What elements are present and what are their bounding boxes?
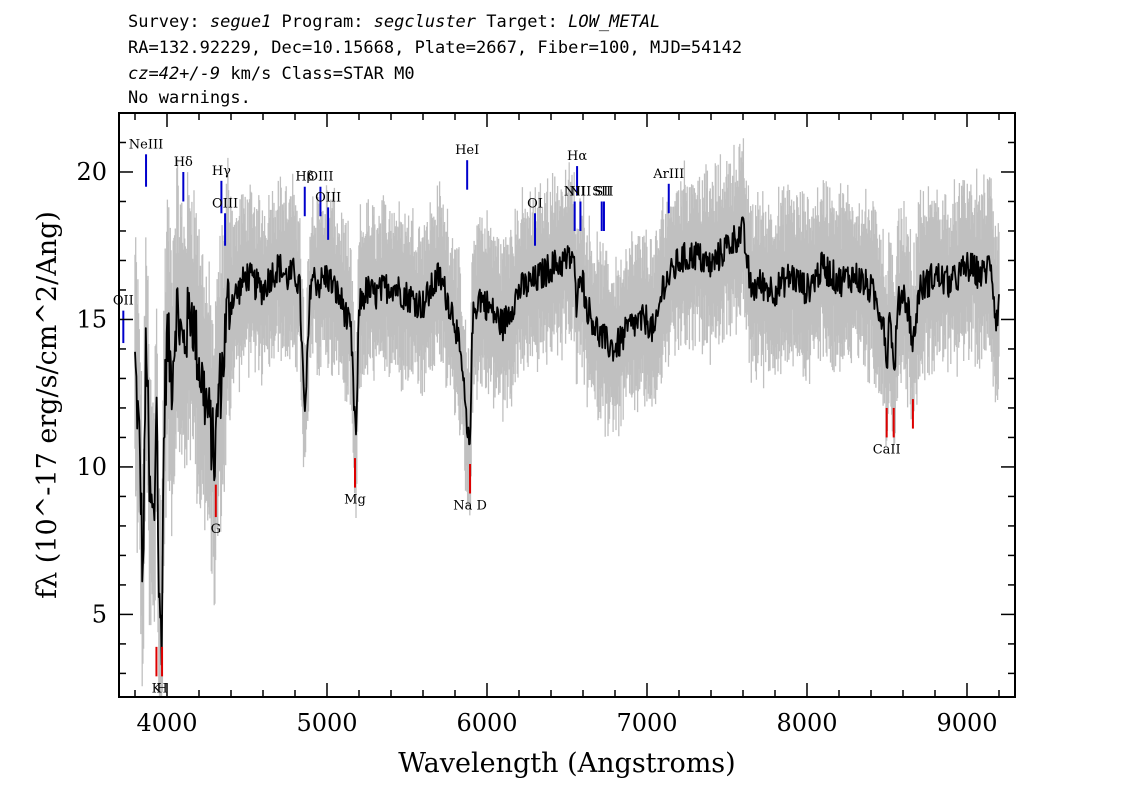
header-line-4: No warnings.	[128, 88, 251, 108]
header-line-1: Survey: segue1 Program: segcluster Targe…	[128, 12, 661, 32]
header-line-2: RA=132.92229, Dec=10.15668, Plate=2667, …	[128, 38, 743, 58]
line-label: Hβ	[295, 170, 314, 185]
redshift-value: cz=42+/-9	[128, 64, 221, 84]
line-label: NeIII	[129, 137, 163, 152]
error-band-layer	[134, 138, 1000, 697]
x-tick-label: 6000	[456, 709, 517, 737]
line-label: Na D	[453, 498, 487, 513]
line-marker-layer	[122, 154, 914, 677]
plot-frame	[118, 112, 1016, 698]
line-label: ArIII	[652, 167, 684, 182]
x-tick-label: 5000	[296, 709, 357, 737]
line-label: OII	[113, 294, 134, 309]
flux-error-band	[134, 138, 1000, 697]
line-label: H	[156, 681, 167, 696]
line-label: Hδ	[174, 155, 193, 170]
y-tick-label: 10	[76, 453, 107, 481]
line-label: OIII	[307, 170, 333, 185]
line-label: Hγ	[212, 164, 231, 179]
line-label: Mg	[344, 493, 366, 508]
x-tick-label: 4000	[136, 709, 197, 737]
line-label: NII	[570, 184, 592, 199]
header-line-3: cz=42+/-9 km/s Class=STAR M0	[128, 64, 415, 84]
target-name: LOW_METAL	[568, 12, 661, 32]
line-label: Hα	[567, 149, 587, 164]
line-label: K	[152, 681, 162, 696]
line-label: OIII	[212, 196, 238, 211]
x-tick-label: 7000	[616, 709, 677, 737]
flux-layer	[134, 216, 1000, 666]
program-name: segcluster	[373, 12, 477, 32]
y-axis-title: fλ (10^-17 erg/s/cm^2/Ang)	[32, 211, 63, 599]
x-tick-label: 8000	[776, 709, 837, 737]
x-tick-label: 9000	[936, 709, 997, 737]
y-tick-label: 5	[92, 600, 107, 628]
y-tick-label: 20	[76, 158, 107, 186]
line-label: SII	[594, 184, 613, 199]
line-label: SII	[592, 184, 611, 199]
line-label: HeI	[455, 143, 479, 158]
line-label: G	[211, 522, 221, 537]
y-tick-label: 15	[76, 305, 107, 333]
x-axis-title: Wavelength (Angstroms)	[398, 748, 735, 779]
survey-name: segue1	[209, 12, 272, 32]
flux-series	[134, 216, 1000, 666]
line-label: CaII	[873, 442, 901, 457]
tick-layer: 4000 5000 6000 7000 8000 9000 5 10 15 20	[76, 113, 1015, 737]
line-label: OIII	[315, 190, 341, 205]
line-label: NII	[564, 184, 586, 199]
line-label: OI	[527, 196, 543, 211]
